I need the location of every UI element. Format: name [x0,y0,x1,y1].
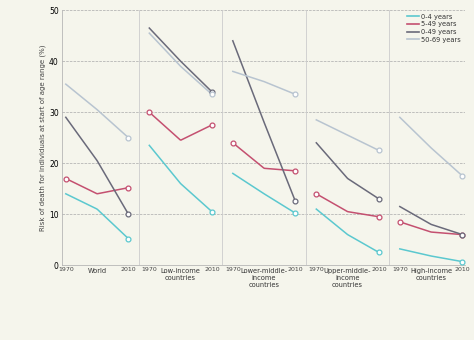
Y-axis label: Risk of death for individuals at start of age range (%): Risk of death for individuals at start o… [40,45,46,231]
Text: Upper-middle-
income
countries: Upper-middle- income countries [324,268,371,288]
Text: World: World [88,268,107,274]
Legend: 0-4 years, 5-49 years, 0-49 years, 50-69 years: 0-4 years, 5-49 years, 0-49 years, 50-69… [404,11,464,45]
Text: Lower-middle-
income
countries: Lower-middle- income countries [240,268,288,288]
Text: Low-income
countries: Low-income countries [161,268,201,281]
Text: High-income
countries: High-income countries [410,268,452,281]
